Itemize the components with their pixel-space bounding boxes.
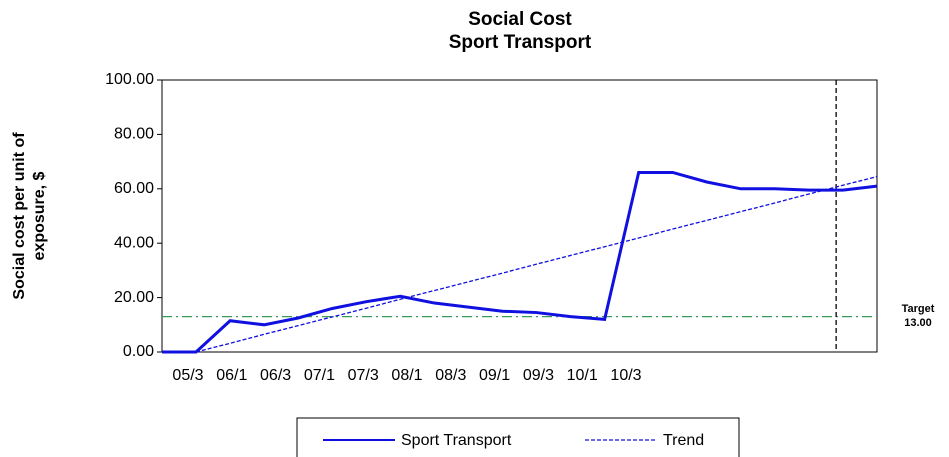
y-label-line: exposure, $ <box>31 171 48 260</box>
x-tick-label: 07/1 <box>304 367 335 384</box>
y-label-line: Social cost per unit of <box>11 132 28 300</box>
x-tick-label: 08/1 <box>391 367 422 384</box>
legend-label: Sport Transport <box>401 432 512 449</box>
y-axis-title: Social cost per unit of exposure, $ <box>11 132 48 300</box>
target-label: Target <box>902 303 935 315</box>
y-tick-label: 60.00 <box>114 180 154 197</box>
x-tick-label: 10/3 <box>610 367 641 384</box>
legend-label: Trend <box>663 432 704 449</box>
series-line <box>162 170 878 354</box>
trend-line <box>195 175 878 353</box>
y-tick-label: 0.00 <box>123 343 154 360</box>
y-tick-label: 20.00 <box>114 289 154 306</box>
chart-subtitle: Sport Transport <box>449 32 592 53</box>
plot-frame <box>161 79 878 353</box>
x-tick-label: 10/1 <box>567 367 598 384</box>
x-tick-label: 05/3 <box>172 367 203 384</box>
y-tick-label: 100.00 <box>105 71 154 88</box>
chart-title: Social Cost <box>468 9 572 30</box>
x-tick-label: 09/1 <box>479 367 510 384</box>
x-tick-label: 06/1 <box>216 367 247 384</box>
legend-box <box>296 417 740 457</box>
x-tick-label: 09/3 <box>523 367 554 384</box>
x-tick-label: 07/3 <box>348 367 379 384</box>
x-tick-label: 06/3 <box>260 367 291 384</box>
y-tick-label: 40.00 <box>114 234 154 251</box>
target-value: 13.00 <box>904 317 932 329</box>
y-tick-label: 80.00 <box>114 126 154 143</box>
x-tick-label: 08/3 <box>435 367 466 384</box>
